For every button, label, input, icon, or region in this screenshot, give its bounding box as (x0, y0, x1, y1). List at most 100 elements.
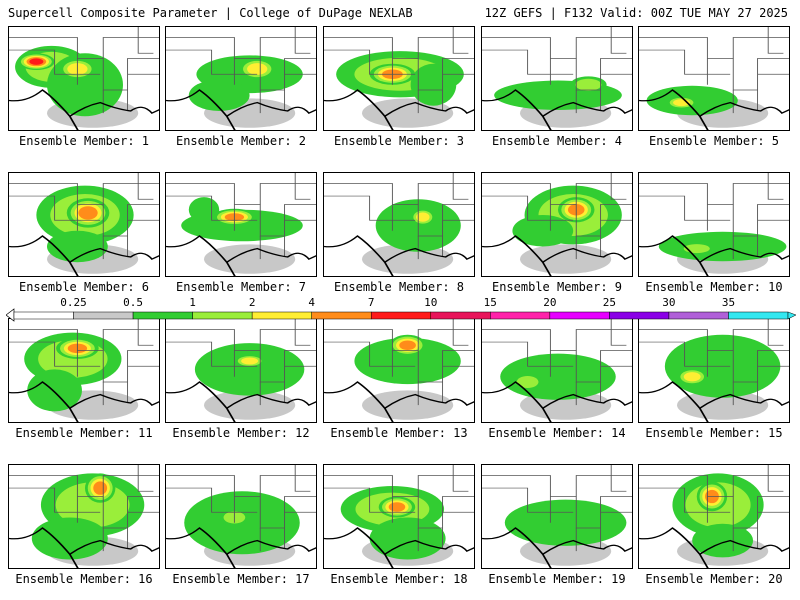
ensemble-map-panel (481, 464, 633, 569)
state-border (9, 49, 101, 75)
legend-tick-label: 0.25 (60, 296, 87, 309)
coastline (324, 235, 474, 276)
scp-contour-fill (31, 517, 108, 560)
legend-color-segment (430, 311, 491, 320)
coastline (166, 89, 316, 130)
state-border (452, 27, 469, 54)
state-border (9, 341, 101, 367)
legend-tick-label: 10 (424, 296, 438, 309)
ensemble-member-label: Ensemble Member: 9 (491, 280, 623, 294)
state-border (767, 173, 784, 200)
scp-field-map (482, 465, 632, 568)
state-border (9, 329, 78, 377)
scp-contour-fill (241, 357, 259, 365)
scp-contour-fill (388, 502, 406, 512)
state-border (324, 341, 416, 367)
ensemble-map-panel (638, 172, 790, 277)
legend-color-segment (549, 311, 610, 320)
scp-contour-fill (194, 343, 305, 396)
scp-field-map (324, 27, 474, 130)
state-border (639, 183, 708, 231)
ensemble-member-label: Ensemble Member: 12 (172, 426, 310, 440)
scp-field-map (639, 319, 789, 422)
state-border (77, 475, 159, 497)
coastline (9, 381, 159, 422)
state-border (482, 329, 551, 377)
legend-arrow-left (6, 308, 15, 322)
state-border (639, 487, 731, 513)
state-border (9, 195, 101, 221)
coastline (639, 89, 789, 130)
ensemble-member-label: Ensemble Member: 18 (330, 572, 468, 586)
ensemble-member-label: Ensemble Member: 19 (488, 572, 626, 586)
legend-tick-label: 4 (308, 296, 315, 309)
ensemble-map-panel (165, 318, 317, 423)
state-border (166, 475, 235, 523)
scp-field-map (166, 173, 316, 276)
state-border (392, 37, 474, 59)
state-border (639, 195, 731, 221)
legend-tick-label: 35 (721, 296, 736, 309)
ensemble-map-panel (638, 464, 790, 569)
coastline (639, 381, 789, 422)
state-border (392, 475, 474, 497)
ensemble-member-label: Ensemble Member: 14 (488, 426, 626, 440)
legend-tick-label: 25 (602, 296, 616, 309)
coastline (639, 235, 789, 276)
state-border (324, 49, 416, 75)
ensemble-member-label: Ensemble Member: 6 (18, 280, 150, 294)
coastline (324, 89, 474, 130)
run-info-title: 12Z GEFS | F132 Valid: 00Z TUE MAY 27 20… (484, 6, 788, 20)
ensemble-map-panel (8, 26, 160, 131)
state-border (234, 329, 316, 351)
state-border (137, 27, 154, 54)
state-border (707, 37, 789, 59)
state-border (324, 475, 393, 523)
state-border (707, 329, 789, 351)
ensemble-map-panel (165, 26, 317, 131)
legend-color-segment (73, 311, 134, 320)
ensemble-member-label: Ensemble Member: 16 (15, 572, 153, 586)
scp-contour-fill (188, 79, 250, 111)
ensemble-map-panel (323, 464, 475, 569)
coastline (9, 235, 159, 276)
legend-tick-label: 7 (367, 296, 375, 309)
state-border (294, 319, 311, 346)
state-border (9, 37, 78, 85)
scp-contour-fill (93, 481, 108, 495)
state-border (482, 487, 574, 513)
scp-contour-fill (416, 212, 430, 222)
legend-color-segment (251, 311, 312, 320)
state-border (482, 475, 551, 523)
coastline (9, 527, 159, 568)
low-value-shading (204, 390, 296, 420)
scp-field-map (9, 319, 159, 422)
state-border (707, 475, 789, 497)
ensemble-map-panel (8, 172, 160, 277)
scp-field-map (166, 465, 316, 568)
state-border (137, 465, 154, 492)
ensemble-map-panel (323, 172, 475, 277)
state-border (610, 27, 627, 54)
state-border (482, 49, 574, 75)
scp-contour-fill (29, 58, 44, 65)
state-border (166, 49, 258, 75)
state-border (639, 329, 708, 377)
scp-field-map (639, 465, 789, 568)
ensemble-member-label: Ensemble Member: 15 (645, 426, 783, 440)
scp-contour-fill (504, 499, 627, 546)
state-border (294, 173, 311, 200)
legend-tick-label: 30 (662, 296, 676, 309)
state-border (9, 475, 78, 523)
scp-contour-fill (683, 372, 701, 382)
ensemble-member-label: Ensemble Member: 20 (645, 572, 783, 586)
ensemble-member-label: Ensemble Member: 7 (175, 280, 307, 294)
state-border (324, 37, 393, 85)
state-border (166, 37, 235, 85)
legend-color-segment (311, 311, 372, 320)
scp-field-map (9, 173, 159, 276)
ensemble-map-panel (323, 318, 475, 423)
coastline (166, 381, 316, 422)
state-border (137, 319, 154, 346)
ensemble-map-panel (481, 172, 633, 277)
